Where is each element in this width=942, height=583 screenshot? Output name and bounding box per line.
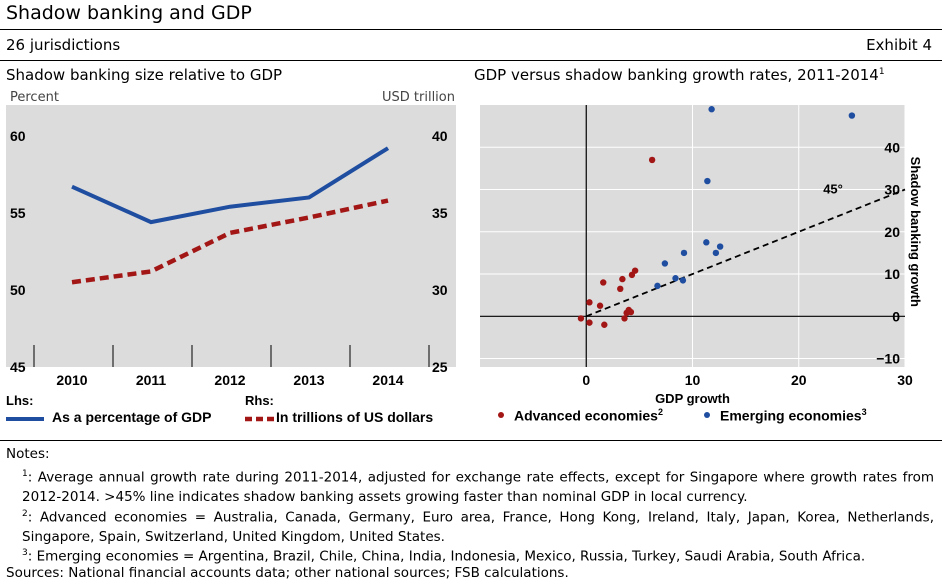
series-line-percent-gdp: [71, 146, 390, 225]
legend-emerging: Emerging economies3: [720, 407, 867, 424]
emerging-economy-point: [848, 112, 856, 119]
left-line-chart: 45 50 55 60 25 30 35 40 2010 2011 2012 2013 2014: [6, 105, 456, 385]
emerging-economy-point: [704, 177, 711, 185]
legend-rhs-item: In trillions of US dollars: [276, 409, 434, 425]
x-tick-label: 0: [582, 372, 590, 388]
legend-emerging-label: Emerging economies: [720, 407, 862, 424]
footnote-2-mark: 2: [22, 509, 28, 519]
advanced-economy-point: [600, 279, 607, 286]
sources-line: Sources: National financial accounts dat…: [6, 565, 569, 581]
right-chart-title-note: 1: [878, 67, 885, 77]
footnote-2-text: Advanced economies = Australia, Canada, …: [22, 509, 934, 545]
advanced-economy-point: [627, 308, 635, 316]
advanced-economy-point: [619, 275, 626, 283]
x-tick-label: 2013: [293, 372, 324, 385]
y-tick-label: 10: [884, 266, 900, 282]
exhibit-number: Exhibit 4: [866, 36, 932, 54]
advanced-economy-point: [596, 302, 604, 309]
legend-rhs-swatch: [245, 416, 275, 422]
exhibit-subtitle: 26 jurisdictions: [6, 36, 121, 54]
advanced-economy-point: [586, 319, 593, 326]
footnote-1-mark: 1: [22, 469, 28, 479]
y-tick-label: 30: [884, 182, 900, 198]
left-y-tick-label: 45: [10, 359, 26, 375]
emerging-economy-point: [708, 106, 715, 113]
reference-line-label: 45°: [823, 182, 843, 197]
y-tick-label: 20: [884, 224, 900, 240]
reference-line-45: [585, 188, 906, 318]
left-y-tick-label: 55: [10, 205, 26, 221]
legend-emerging-marker: [704, 412, 710, 418]
left-axis-unit: Percent: [10, 90, 59, 105]
x-tick-label: 20: [791, 372, 807, 388]
x-tick-label: 2011: [136, 372, 167, 385]
emerging-economy-point: [712, 249, 720, 257]
left-y-tick-label: 50: [10, 282, 26, 298]
advanced-economy-point: [577, 315, 585, 322]
legend-advanced-note: 2: [657, 407, 663, 417]
x-tick-label: 2012: [214, 372, 245, 385]
left-chart-title: Shadow banking size relative to GDP: [6, 66, 283, 84]
legend-advanced-marker: [498, 412, 504, 418]
advanced-economy-point: [631, 267, 639, 274]
x-tick-label: 30: [897, 372, 913, 388]
header-rule: [0, 29, 942, 30]
footnote-1: 1: Average annual growth rate during 201…: [22, 469, 934, 505]
footnote-1-text: Average annual growth rate during 2011-2…: [22, 469, 934, 505]
legend-advanced-label: Advanced economies: [514, 407, 658, 424]
legend-lhs-item: As a percentage of GDP: [52, 409, 212, 425]
advanced-economy-point: [601, 321, 608, 328]
y-tick-label: −10: [876, 351, 900, 367]
y-tick-label: 0: [892, 308, 900, 324]
advanced-economy-point: [586, 299, 593, 306]
footnote-2: 2: Advanced economies = Australia, Canad…: [22, 509, 934, 545]
right-y-tick-label: 35: [432, 205, 448, 221]
emerging-economy-point: [672, 275, 679, 282]
legend-advanced: Advanced economies2: [514, 407, 663, 424]
advanced-economy-point: [648, 156, 656, 164]
left-plot-background: [6, 105, 456, 367]
right-y-tick-label: 25: [432, 359, 448, 375]
emerging-economy-point: [680, 249, 688, 257]
right-scatter-chart: −10 0 10 20 30 40 0 10 20 30 45° GDP growth Shado…: [480, 105, 923, 406]
right-axis-unit: USD trillion: [382, 90, 455, 105]
footnote-3-mark: 3: [22, 548, 28, 558]
notes-heading: Notes:: [6, 446, 50, 462]
exhibit-title: Shadow banking and GDP: [6, 2, 252, 24]
y-axis-title: Shadow banking growth: [908, 157, 923, 307]
right-chart-title: GDP versus shadow banking growth rates, …: [474, 66, 885, 84]
legend-lhs-heading: Lhs:: [6, 393, 34, 408]
x-tick-label: 10: [685, 372, 701, 388]
right-y-tick-label: 30: [432, 282, 448, 298]
x-tick-label: 2010: [56, 372, 87, 385]
emerging-economy-point: [703, 239, 710, 246]
x-tick-label: 2014: [372, 372, 403, 385]
notes-rule: [0, 440, 942, 441]
emerging-economy-point: [654, 282, 661, 290]
x-axis-title: GDP growth: [655, 391, 730, 406]
emerging-economy-point: [716, 243, 724, 250]
legend-rhs-heading: Rhs:: [245, 393, 274, 408]
emerging-economy-point: [679, 277, 687, 284]
advanced-economy-point: [617, 285, 624, 293]
right-y-tick-label: 40: [432, 128, 448, 144]
legend-emerging-note: 3: [861, 407, 867, 417]
y-tick-label: 40: [884, 139, 900, 155]
emerging-economy-point: [661, 260, 669, 267]
right-chart-title-text: GDP versus shadow banking growth rates, …: [474, 66, 879, 84]
subheader-rule: [0, 60, 942, 61]
legend-lhs-swatch: [6, 417, 44, 421]
left-y-tick-label: 60: [10, 128, 26, 144]
footnote-3: 3: Emerging economies = Argentina, Brazi…: [22, 548, 866, 565]
footnote-3-text: Emerging economies = Argentina, Brazil, …: [36, 548, 866, 565]
advanced-economy-point: [621, 315, 628, 322]
